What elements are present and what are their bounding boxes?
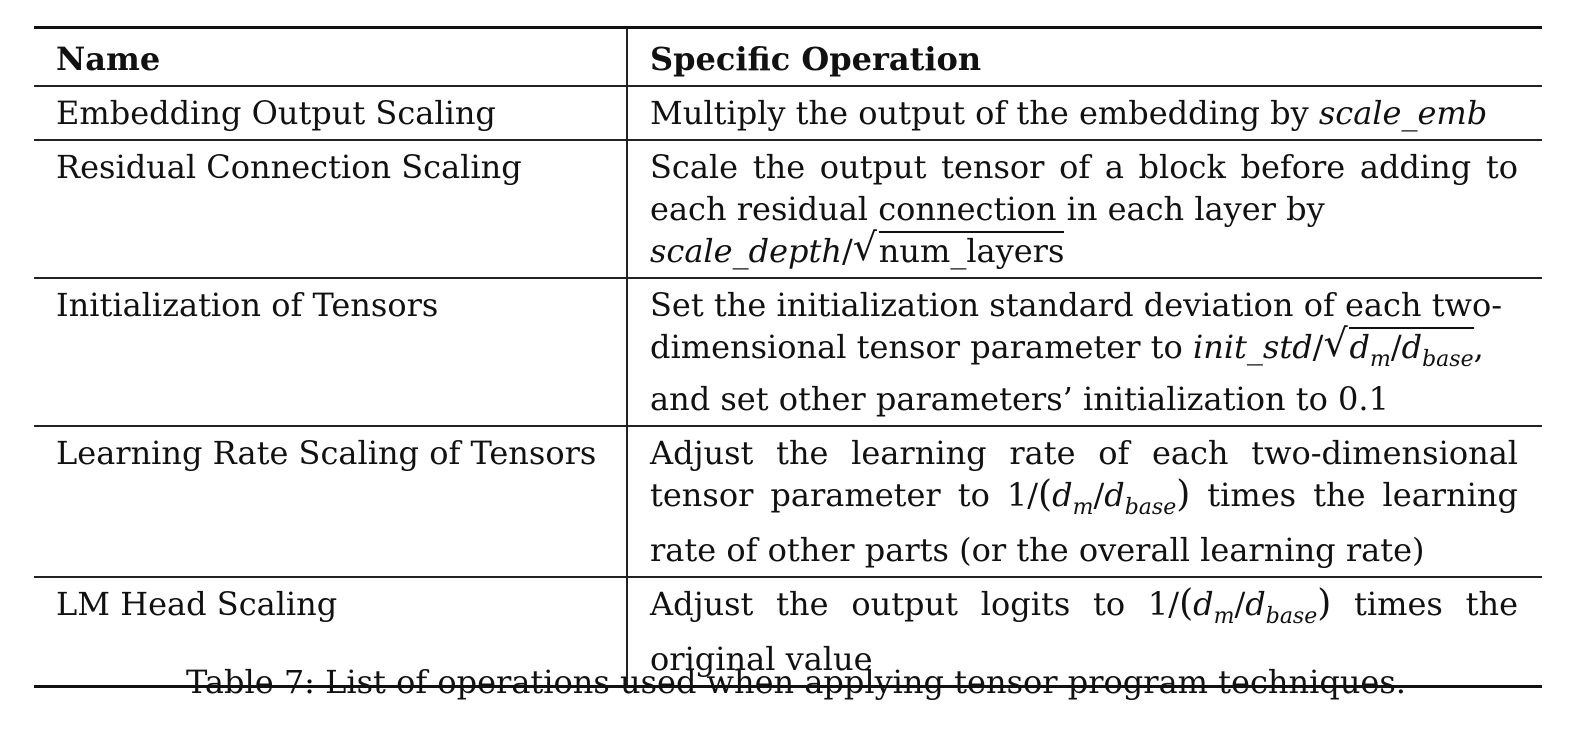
row-rule [34, 576, 1542, 578]
table-caption: Table 7: List of operations used when ap… [186, 663, 1406, 701]
row-name: Embedding Output Scaling [34, 87, 628, 139]
row-name: Residual Connection Scaling [34, 141, 628, 277]
op-text-after: times the learning rate of other parts (… [650, 476, 1519, 569]
op-math-var: init_std [1192, 328, 1313, 366]
op-text: Multiply the output of the embedding by [650, 94, 1319, 132]
table-row: LM Head Scaling Adjust the output logits… [34, 578, 1542, 685]
bottom-rule [34, 685, 1542, 688]
row-name: Learning Rate Scaling of Tensors [34, 427, 628, 576]
row-rule [34, 277, 1542, 279]
op-math-var: scale_depth [650, 232, 842, 270]
row-operation: Set the initialization standard deviatio… [628, 279, 1542, 425]
table-row: Embedding Output Scaling Multiply the ou… [34, 87, 1542, 139]
row-operation: Adjust the output logits to 1/(dm/dbase)… [650, 583, 1519, 678]
sqrt-sign: √ [1323, 321, 1348, 365]
sqrt-expression: √ dm/dbase [1323, 322, 1474, 378]
op-text-after: , [1473, 328, 1484, 366]
table-row: Initialization of Tensors Set the initia… [34, 279, 1542, 425]
sqrt-expression: √ num_layers [853, 226, 1065, 272]
op-text: Scale the output tensor of a block befor… [650, 148, 1518, 228]
row-operation: Scale the output tensor of a block befor… [628, 141, 1542, 277]
table-row: Learning Rate Scaling of Tensors Adjust … [34, 427, 1542, 576]
row-operation: Adjust the learning rate of each two-dim… [650, 434, 1519, 569]
op-text: Adjust the output logits to [650, 585, 1148, 623]
row-operation: Multiply the output of the embedding by … [628, 87, 1542, 139]
operations-table: Name Specific Operation Embedding Output… [34, 26, 1542, 688]
sqrt-radicand: num_layers [878, 231, 1065, 270]
row-name: LM Head Scaling [34, 578, 628, 685]
row-rule [34, 425, 1542, 427]
op-math-slash: / [841, 232, 853, 270]
op-text-after: times the original value [650, 585, 1519, 678]
sqrt-sign: √ [852, 225, 877, 269]
header-operation: Specific Operation [650, 40, 982, 78]
table-row: Residual Connection Scaling Scale the ou… [34, 141, 1542, 277]
op-math-prefix: 1/ [1006, 476, 1039, 514]
op-text: Set the initialization standard deviatio… [650, 286, 1503, 366]
table-header-row: Name Specific Operation [34, 29, 1542, 85]
op-text: Adjust the learning rate of each two-dim… [650, 434, 1518, 514]
op-math: scale_emb [1318, 94, 1488, 132]
header-name: Name [34, 29, 628, 85]
op-math-slash: / [1312, 328, 1324, 366]
op-text-2: and set other parameters’ initialization… [650, 380, 1389, 418]
sqrt-radicand: dm/dbase [1349, 327, 1474, 378]
op-math-prefix: 1/ [1147, 585, 1180, 623]
header-rule [34, 85, 1542, 87]
top-rule [34, 26, 1542, 29]
row-name: Initialization of Tensors [34, 279, 628, 425]
row-rule [34, 139, 1542, 141]
